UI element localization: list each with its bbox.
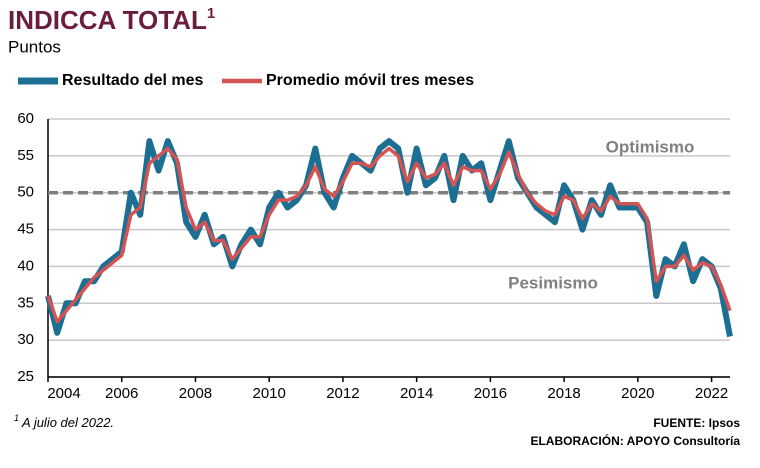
footnote-marker: 1 bbox=[14, 413, 19, 423]
x-tick-label: 2006 bbox=[105, 385, 138, 402]
credit: ELABORACIÓN: APOYO Consultoría bbox=[530, 433, 740, 448]
x-tick-label: 2012 bbox=[326, 385, 359, 402]
x-tick-label: 2004 bbox=[47, 385, 80, 402]
x-tick-label: 2010 bbox=[253, 385, 286, 402]
footnote-text: A julio del 2022. bbox=[21, 415, 114, 430]
chart-title: INDICCA TOTAL1 bbox=[8, 5, 215, 35]
y-tick-label: 40 bbox=[17, 257, 34, 274]
x-tick-label: 2022 bbox=[695, 385, 728, 402]
x-tick-label: 2020 bbox=[621, 385, 654, 402]
y-tick-label: 55 bbox=[17, 147, 34, 164]
y-tick-label: 60 bbox=[17, 110, 34, 127]
x-tick-label: 2014 bbox=[400, 385, 433, 402]
y-tick-label: 30 bbox=[17, 331, 34, 348]
y-tick-label: 50 bbox=[17, 184, 34, 201]
title-note: 1 bbox=[207, 5, 215, 22]
y-tick-label: 25 bbox=[17, 368, 34, 385]
data-line bbox=[45, 138, 733, 338]
source: FUENTE: Ipsos bbox=[653, 416, 740, 430]
x-tick-label: 2018 bbox=[547, 385, 580, 402]
subtitle: Puntos bbox=[8, 37, 61, 56]
y-tick-label: 35 bbox=[17, 294, 34, 311]
legend-label: Resultado del mes bbox=[62, 72, 203, 89]
annotation: Optimismo bbox=[606, 137, 695, 156]
x-tick-label: 2008 bbox=[179, 385, 212, 402]
y-tick-label: 45 bbox=[17, 221, 34, 238]
annotation: Pesimismo bbox=[508, 273, 598, 292]
data-line bbox=[46, 146, 732, 324]
legend-label: Promedio móvil tres meses bbox=[266, 72, 474, 89]
title-text: INDICCA TOTAL bbox=[8, 5, 207, 35]
x-tick-label: 2016 bbox=[474, 385, 507, 402]
